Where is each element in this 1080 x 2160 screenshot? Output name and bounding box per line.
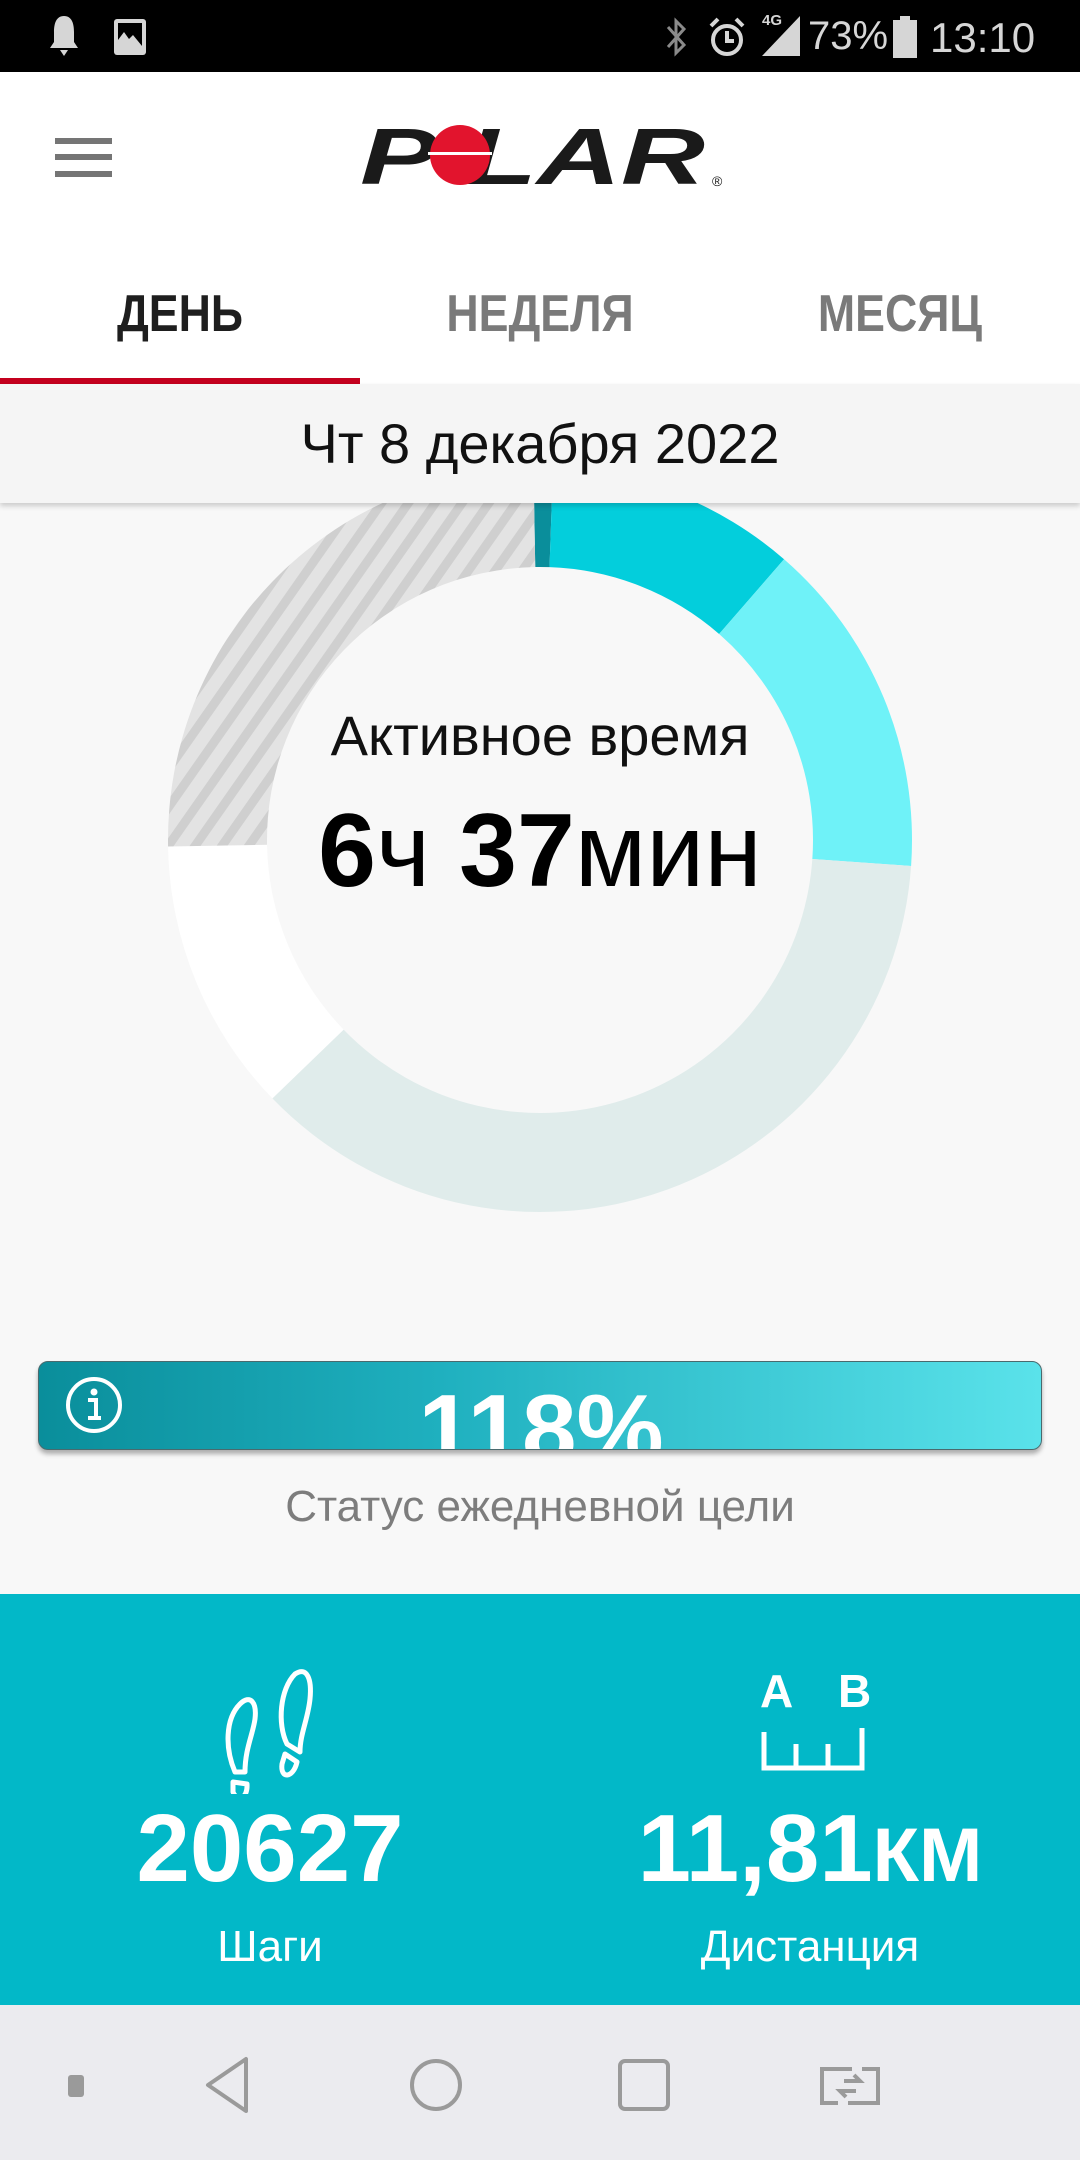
hamburger-icon [55,138,112,144]
system-nav-bar [0,2005,1080,2160]
active-time-label: Активное время [330,704,750,767]
bell-icon [50,16,78,56]
goal-caption: Статус ежедневной цели [285,1482,795,1531]
clock: 13:10 [930,14,1036,61]
donut-segment-3 [272,859,912,1213]
back-icon[interactable] [200,2055,256,2115]
ruler-icon [761,1728,865,1771]
donut-segment-2 [719,559,912,866]
goal-percent: 118% [418,1374,664,1450]
bluetooth-icon [666,17,687,57]
distance-unit: КМ [872,1813,983,1898]
tab-day[interactable]: ДЕНЬ [116,285,244,343]
home-icon[interactable] [408,2057,464,2113]
donut-segment-4 [168,844,344,1099]
tab-selected-indicator [0,378,360,384]
app-bar: P LAR ® ДЕНЬ НЕДЕЛЯ МЕСЯЦ [0,72,1080,384]
footsteps-icon [225,1669,313,1794]
image-icon [114,19,146,55]
hamburger-icon-bar [55,171,112,177]
distance-value: 11,81КМ [540,1794,1080,1904]
signal-icon [762,16,800,56]
svg-text:®: ® [712,173,723,189]
alarm-icon [709,17,745,56]
network-type: 4G [762,12,783,29]
point-b: B [838,1665,872,1717]
distance-ab-icon: A B [758,1664,872,1784]
tab-month[interactable]: МЕСЯЦ [817,285,983,343]
daily-goal-bar[interactable]: 118% [38,1361,1042,1450]
dot-icon[interactable] [68,2075,84,2097]
active-hours: 6 [318,793,377,909]
hamburger-icon-bar [55,154,112,160]
stats-panel: 20627 Шаги A B 11,81КМ Дистанция [0,1594,1080,2005]
svg-text:P LAR: P LAR [360,124,705,190]
polar-logo: P LAR ® [360,124,723,190]
recents-icon[interactable] [616,2057,672,2113]
switch-apps-icon[interactable] [818,2061,882,2111]
status-bar: 4G 73% 13:10 [0,0,1080,72]
point-a: A [760,1665,794,1717]
distance-number: 11,81 [637,1795,873,1902]
battery-percent: 73% [808,14,889,58]
menu-button[interactable] [40,117,130,197]
steps-label: Шаги [217,1922,323,1971]
date-selector[interactable]: Чт 8 декабря 2022 [0,384,1080,503]
info-icon[interactable] [65,1376,123,1434]
donut-segment-5 [168,503,536,847]
donut-segment-0 [534,503,552,568]
hours-unit: ч [376,793,431,909]
active-time-value: 6ч 37мин [0,791,1080,911]
distance-label: Дистанция [700,1922,920,1971]
steps-value: 20627 [136,1795,404,1902]
active-minutes: 37 [459,793,575,909]
steps-stat[interactable]: 20627 Шаги [0,1594,540,2005]
donut-svg [168,503,912,1213]
activity-donut-chart[interactable]: Активное время 6ч 37мин [0,503,1080,1283]
distance-stat[interactable]: A B 11,81КМ Дистанция [540,1594,1080,2005]
battery-icon [893,16,917,58]
minutes-unit: мин [574,793,762,909]
donut-segment-1 [549,503,785,634]
tab-week[interactable]: НЕДЕЛЯ [446,285,634,343]
